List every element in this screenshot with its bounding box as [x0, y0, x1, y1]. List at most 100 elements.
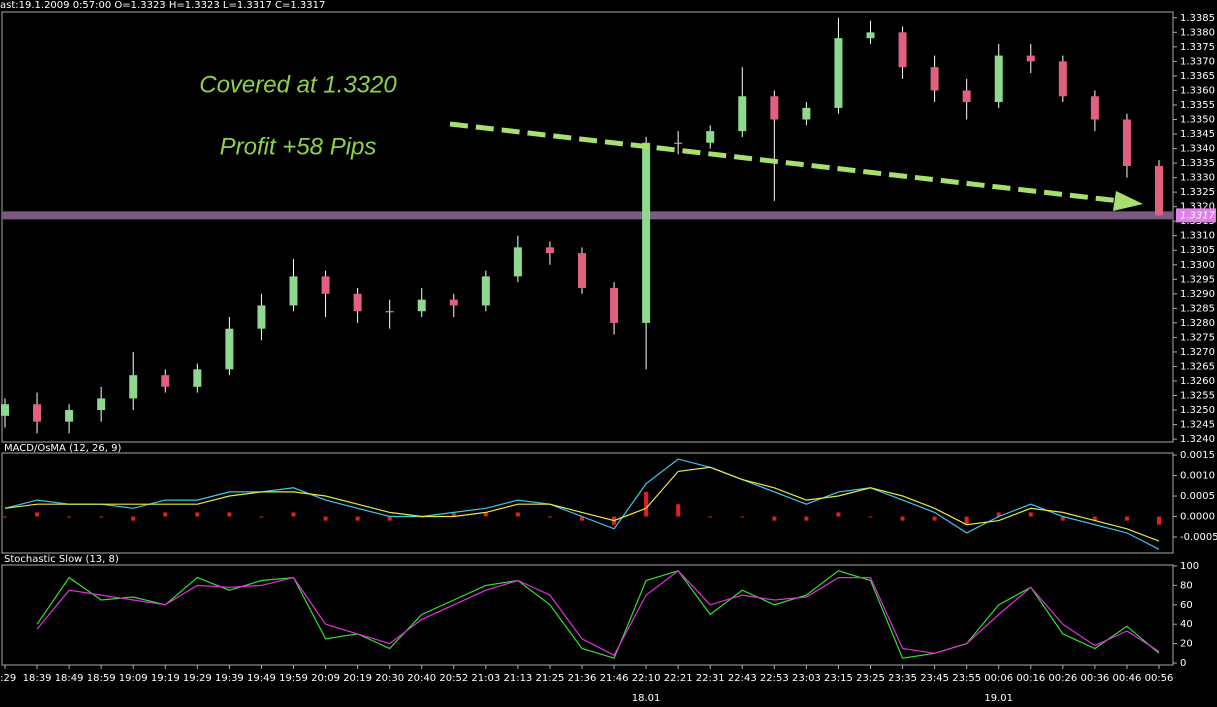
- x-tick-label: 19:09: [119, 673, 148, 684]
- macd-title: MACD/OsMA (12, 26, 9): [4, 443, 122, 454]
- histogram-bar: [804, 516, 809, 521]
- x-tick-label: 19:59: [279, 673, 308, 684]
- stochastic-title: Stochastic Slow (13, 8): [4, 554, 119, 565]
- candle-body: [193, 369, 202, 387]
- candle-body: [578, 253, 586, 289]
- price-label-box: [1176, 208, 1216, 223]
- x-tick-label: 22:10: [632, 673, 661, 684]
- candle-body: [834, 38, 843, 108]
- histogram-bar: [580, 516, 584, 521]
- x-tick-label: 00:56: [1145, 673, 1174, 684]
- y-tick-label: 1.3350: [1180, 115, 1215, 126]
- candle-body: [481, 276, 490, 306]
- y-tick-label: 20: [1180, 639, 1193, 650]
- x-tick-label: 21:46: [600, 673, 629, 684]
- y-tick-label: 1.3245: [1180, 420, 1215, 431]
- y-tick-label: 1.3265: [1180, 361, 1215, 372]
- histogram-bar: [3, 516, 7, 518]
- candle-body: [449, 299, 458, 306]
- candle-body: [738, 96, 747, 132]
- header: ast:19.1.2009 0:57:00 O=1.3323 H=1.3323 …: [0, 0, 325, 11]
- candle-body: [802, 107, 811, 120]
- y-tick-label: 40: [1180, 619, 1193, 630]
- x-tick-label: 8:29: [0, 673, 16, 684]
- candle-body: [1122, 119, 1131, 166]
- histogram-bar: [227, 512, 232, 517]
- y-tick-label: 1.3250: [1180, 405, 1215, 416]
- x-tick-label: 22:31: [696, 673, 725, 684]
- histogram-bar: [483, 512, 488, 517]
- indicator-line: [4, 466, 1160, 542]
- candle-body: [642, 142, 651, 323]
- x-tick-label: 20:19: [343, 673, 372, 684]
- indicator-line: [36, 569, 1160, 657]
- x-tick-label: 23:35: [888, 673, 917, 684]
- histogram-bar: [35, 512, 40, 517]
- x-tick-label: 00:06: [984, 673, 1013, 684]
- annotation: Profit +58 Pips: [220, 133, 377, 160]
- candle-body: [289, 276, 298, 306]
- y-tick-label: 1.3240: [1180, 434, 1215, 445]
- x-tick-label: 21:13: [503, 673, 532, 684]
- y-tick-label: 1.3275: [1180, 332, 1215, 343]
- x-tick-label: 23:25: [856, 673, 885, 684]
- y-tick-label: 1.3325: [1180, 187, 1215, 198]
- candle-body: [353, 293, 362, 312]
- histogram-bar: [355, 516, 360, 521]
- arrow-head: [1113, 191, 1143, 211]
- x-tick-label: 18:39: [23, 673, 52, 684]
- y-tick-label: 1.3285: [1180, 303, 1215, 314]
- y-tick-label: 1.3260: [1180, 376, 1215, 387]
- histogram-bar: [1028, 512, 1033, 517]
- histogram-bar: [547, 516, 552, 518]
- x-tick-label: 23:45: [920, 673, 949, 684]
- candle-body: [129, 375, 138, 399]
- candle-body: [513, 247, 522, 277]
- histogram-bar: [1092, 516, 1097, 521]
- stochastic-panel: [1, 564, 1174, 666]
- x-tick-label: 19:19: [151, 673, 180, 684]
- histogram-bar: [836, 512, 841, 517]
- price-label: 1.3317: [1180, 210, 1216, 221]
- histogram-bar: [964, 516, 969, 525]
- candle-body: [1026, 55, 1035, 62]
- x-tick-label: 22:21: [664, 673, 693, 684]
- candle-body: [225, 328, 234, 370]
- date-label: 18.01: [632, 693, 661, 704]
- y-tick-label: 0.0005: [1180, 491, 1215, 502]
- y-tick-label: 1.3320: [1180, 202, 1215, 213]
- x-tick-label: 23:03: [792, 673, 821, 684]
- histogram-bar: [932, 516, 937, 521]
- x-tick-label: 19:49: [247, 673, 276, 684]
- y-tick-label: 1.3270: [1180, 347, 1215, 358]
- y-tick-label: 80: [1180, 580, 1193, 591]
- y-tick-label: 1.3345: [1180, 129, 1215, 140]
- histogram-bar: [387, 516, 392, 521]
- y-tick-label: 1.3365: [1180, 71, 1215, 82]
- x-tick-label: 18:59: [87, 673, 116, 684]
- y-tick-label: 60: [1180, 600, 1193, 611]
- y-tick-label: 1.3290: [1180, 289, 1215, 300]
- candle-body: [898, 32, 907, 68]
- candle-body: [706, 131, 715, 143]
- candle-body: [321, 276, 330, 294]
- candle-body: [1090, 96, 1099, 120]
- y-tick-label: 1.3300: [1180, 260, 1215, 271]
- histogram-bar: [131, 516, 136, 521]
- y-tick-label: 1.3385: [1180, 13, 1215, 24]
- histogram-bar: [644, 491, 649, 517]
- histogram-bar: [67, 516, 72, 518]
- trend-arrow: [449, 121, 1121, 204]
- price-level: [2, 211, 1173, 220]
- histogram-bar: [195, 512, 200, 517]
- histogram-bar: [676, 504, 681, 517]
- annotation: Covered at 1.3320: [199, 71, 397, 98]
- x-tick-label: 19:39: [215, 673, 244, 684]
- candle-body: [930, 67, 939, 91]
- x-tick-label: 22:43: [728, 673, 757, 684]
- histogram-bar: [900, 516, 905, 521]
- y-tick-label: 1.3360: [1180, 85, 1215, 96]
- histogram-bar: [163, 512, 168, 517]
